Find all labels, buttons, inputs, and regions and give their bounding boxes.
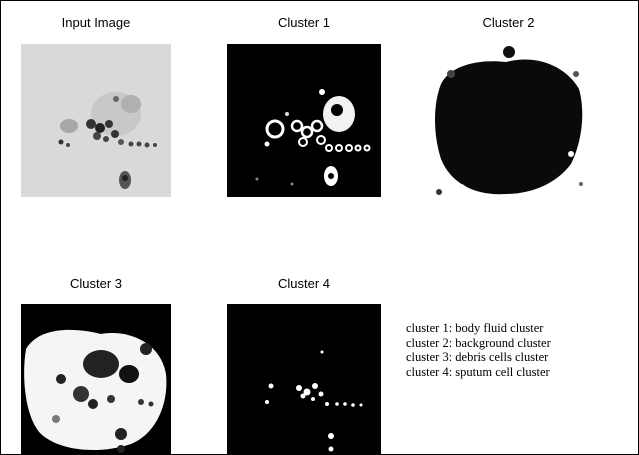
legend-item-cluster-1: cluster 1: body fluid cluster <box>406 321 544 335</box>
legend-item-cluster-3: cluster 3: debris cells cluster <box>406 350 549 364</box>
cluster-3-title: Cluster 3 <box>69 276 123 291</box>
cluster-4-title: Cluster 4 <box>277 276 331 291</box>
cluster-4-image <box>227 304 381 454</box>
legend-item-cluster-4: cluster 4: sputum cell cluster <box>406 364 550 379</box>
cluster-1-image <box>227 44 381 197</box>
cluster-legend: cluster 1: body fluid cluster cluster 2:… <box>406 321 551 379</box>
cluster-3-image <box>21 304 171 454</box>
input-image <box>21 44 171 197</box>
cluster-1-title: Cluster 1 <box>277 15 331 30</box>
cluster-2-title: Cluster 2 <box>482 15 535 30</box>
input-image-title: Input Image <box>61 15 131 30</box>
cluster-2-image <box>431 44 586 197</box>
legend-item-cluster-2: cluster 2: background cluster <box>406 335 551 350</box>
